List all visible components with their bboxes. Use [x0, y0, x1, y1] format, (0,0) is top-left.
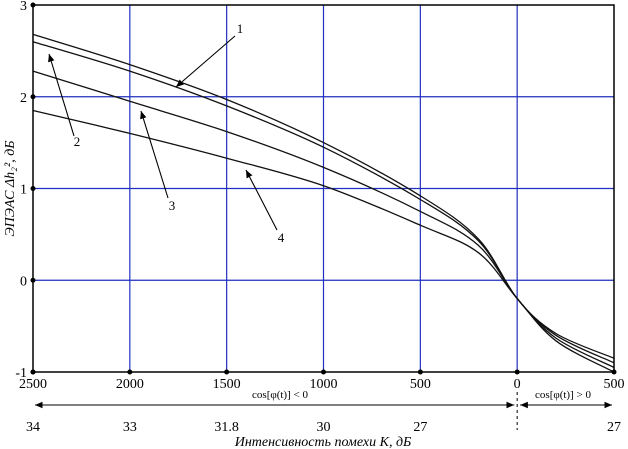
curve-label-4: 4 [278, 230, 285, 245]
y-axis-title: ЭПЭАС Δh₂², дБ [3, 140, 18, 236]
x-tick-label-top: 2000 [116, 377, 144, 392]
curve-arrow [48, 53, 75, 137]
x-tick-dot [417, 369, 423, 375]
x-tick-dot [224, 369, 230, 375]
curve-label-3: 3 [169, 198, 176, 213]
y-tick-dot [30, 94, 36, 100]
axes [30, 2, 617, 375]
y-tick-dot [30, 277, 36, 283]
x-tick-label-top: 500 [604, 377, 625, 392]
curve-label-2: 2 [74, 134, 81, 149]
curve-label-1: 1 [237, 21, 244, 36]
region-neg-label: cos[φ(t)] < 0 [252, 389, 308, 401]
x-tick-dot [611, 369, 617, 375]
x-tick-label-bottom: 34 [26, 420, 40, 435]
x-tick-label-bottom: 27 [413, 420, 427, 435]
curve-arrow [175, 35, 236, 88]
y-tick-label: 1 [20, 183, 27, 198]
x-tick-label-top: 1500 [213, 377, 241, 392]
curve-arrow [140, 110, 169, 199]
y-tick-dot [30, 369, 36, 375]
x-tick-label-top: 500 [410, 377, 431, 392]
x-tick-label-bottom: 30 [317, 420, 331, 435]
y-tick-label: 2 [20, 91, 27, 106]
y-tick-label: 0 [20, 274, 27, 289]
region-pos-label: cos[φ(t)] > 0 [535, 389, 591, 401]
x-tick-dot [321, 369, 326, 375]
series-line-2 [32, 41, 615, 364]
y-tick-label: -1 [15, 366, 27, 381]
grid [33, 5, 614, 372]
x-tick-dot [514, 369, 520, 375]
x-tick-label-bottom: 31.8 [214, 420, 239, 435]
series-group [32, 33, 615, 373]
curve-arrow [245, 169, 278, 231]
y-tick-label: 3 [20, 0, 27, 14]
x-tick-label-bottom: 27 [607, 420, 621, 435]
series-line-4 [32, 109, 615, 373]
y-tick-dot [30, 2, 36, 8]
x-tick-label-bottom: 33 [123, 420, 137, 435]
x-axis-title: Интенсивность помехи K, дБ [234, 435, 412, 449]
x-tick-label-top: 1000 [310, 377, 338, 392]
y-tick-dot [30, 186, 36, 191]
x-tick-dot [127, 369, 133, 375]
x-tick-label-top: 2500 [19, 377, 47, 392]
x-tick-label-top: 0 [514, 377, 521, 392]
